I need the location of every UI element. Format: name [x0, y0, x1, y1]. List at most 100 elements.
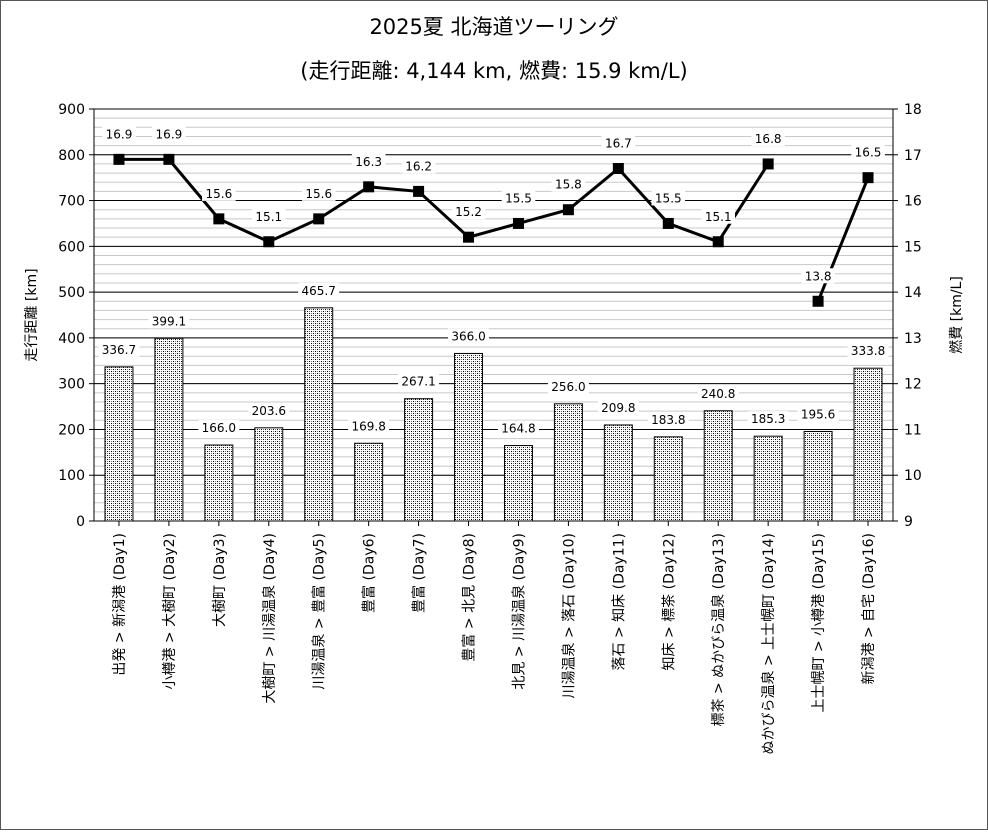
- bar-value-label: 209.8: [601, 401, 635, 415]
- chart-title: 2025夏 北海道ツーリング: [369, 15, 618, 39]
- left-tick-label: 300: [58, 377, 85, 393]
- x-category-label: 新潟港 > 自宅 (Day16): [861, 533, 877, 684]
- bar-value-label: 183.8: [651, 413, 685, 427]
- line-label-background: [501, 190, 536, 206]
- distance-bar: [703, 410, 733, 522]
- fuel-economy-marker: [163, 153, 175, 165]
- right-tick-label: 10: [904, 468, 922, 484]
- line-label-background: [251, 208, 286, 224]
- bar-value-label: 336.7: [102, 343, 136, 357]
- bar-value-label: 399.1: [152, 314, 186, 328]
- fuel-economy-marker: [463, 231, 475, 243]
- fuel-economy-value-label: 15.1: [705, 210, 732, 224]
- fuel-economy-value-label: 16.5: [855, 146, 882, 160]
- fuel-economy-value-label: 15.5: [505, 191, 532, 205]
- bar-label-background: [398, 373, 440, 389]
- bar-label-background: [198, 420, 240, 436]
- bar-label-background: [547, 378, 589, 394]
- bar-label-background: [747, 411, 789, 427]
- left-tick-label: 0: [76, 514, 85, 530]
- line-label-background: [152, 126, 186, 142]
- fuel-economy-marker: [862, 172, 874, 184]
- x-category-label: 豊富 > 北見 (Day8): [461, 533, 478, 662]
- x-category-label: 豊富 (Day6): [361, 533, 378, 613]
- x-category-label: 小樽港 > 大樹町 (Day2): [161, 533, 178, 690]
- bar-label-background: [497, 420, 539, 436]
- left-axis-label: 走行距離 [km]: [23, 268, 40, 361]
- x-category-label: 上士幌町 > 小樽港 (Day15): [810, 533, 827, 712]
- bar-value-label: 195.6: [801, 407, 835, 421]
- distance-bar: [454, 352, 484, 522]
- distance-bar: [803, 430, 833, 522]
- plot-border: [93, 108, 894, 522]
- right-tick-label: 9: [904, 514, 913, 530]
- right-tick-label: 12: [904, 377, 922, 393]
- fuel-economy-marker: [263, 236, 275, 248]
- bar-label-background: [298, 282, 340, 298]
- fuel-economy-value-label: 16.2: [405, 159, 432, 173]
- fuel-economy-line: [113, 153, 874, 307]
- line-label-background: [751, 130, 785, 146]
- fuel-economy-line-segment: [118, 157, 770, 244]
- left-tick-label: 500: [58, 285, 85, 301]
- fuel-economy-value-label: 16.3: [355, 155, 382, 169]
- fuel-economy-marker: [512, 217, 524, 229]
- fuel-economy-labels: 16.9 16.9 15.6 15.1 15.6 16.3 16.2 15.2 15.5 15.8…: [102, 126, 885, 284]
- line-label-background: [102, 126, 136, 142]
- fuel-economy-value-label: 15.6: [205, 187, 232, 201]
- x-category-label: 知床 > 標茶 (Day12): [660, 533, 677, 670]
- right-tick-label: 17: [904, 148, 922, 164]
- fuel-economy-value-label: 15.2: [455, 205, 482, 219]
- fuel-economy-value-label: 15.6: [305, 187, 332, 201]
- x-axis-ticks: 出発 > 新潟港 (Day1) 小樽港 > 大樹町 (Day2) 大樹町 (Day3…: [112, 521, 877, 754]
- right-tick-label: 14: [904, 285, 922, 301]
- bar-label-background: [697, 385, 739, 401]
- fuel-economy-value-label: 16.9: [156, 127, 183, 141]
- distance-bar: [104, 366, 134, 522]
- fuel-economy-marker: [213, 213, 225, 225]
- distance-bar: [753, 435, 783, 522]
- distance-bars: [104, 307, 883, 522]
- chart-subtitle: (走行距離: 4,144 km, 燃費: 15.9 km/L): [300, 59, 687, 83]
- left-tick-label: 600: [58, 239, 85, 255]
- bar-value-label: 256.0: [551, 380, 585, 394]
- left-tick-label: 800: [58, 148, 85, 164]
- x-category-label: 川湯温泉 > 豊富 (Day5): [311, 533, 328, 690]
- distance-bar: [354, 442, 384, 522]
- left-tick-label: 900: [58, 102, 85, 118]
- fuel-economy-value-label: 15.1: [255, 210, 282, 224]
- fuel-economy-value-label: 15.8: [555, 178, 582, 192]
- x-category-label: 大樹町 > 川湯温泉 (Day4): [261, 533, 278, 704]
- bar-value-label: 267.1: [401, 375, 435, 389]
- line-label-background: [701, 208, 736, 224]
- bar-value-label: 166.0: [202, 421, 236, 435]
- line-label-background: [801, 268, 835, 284]
- fuel-economy-value-label: 16.8: [755, 132, 782, 146]
- bar-value-label: 203.6: [252, 404, 286, 418]
- bar-label-background: [248, 402, 290, 418]
- distance-bar: [204, 444, 234, 522]
- distance-bar: [853, 367, 883, 522]
- x-category-label: 標茶 > ぬかびら温泉 (Day13): [710, 533, 727, 726]
- fuel-economy-marker: [812, 295, 824, 307]
- x-category-label: ぬかびら温泉 > 上士幌町 (Day14): [760, 533, 777, 754]
- bar-value-label: 333.8: [851, 344, 885, 358]
- line-label-background: [202, 185, 236, 201]
- x-category-label: 落石 > 知床 (Day11): [610, 533, 627, 670]
- bar-label-background: [448, 328, 490, 344]
- bar-label-background: [148, 313, 190, 329]
- fuel-economy-value-label: 16.7: [605, 137, 632, 151]
- left-axis-ticks: 0 100 200 300 400 500 600 700 800 900: [58, 102, 94, 530]
- bar-value-label: 465.7: [302, 284, 336, 298]
- fuel-economy-marker: [662, 217, 674, 229]
- bar-value-label: 169.8: [351, 419, 385, 433]
- line-label-background: [551, 176, 586, 192]
- bar-value-label: 185.3: [751, 412, 785, 426]
- line-label-background: [601, 135, 636, 151]
- line-label-background: [351, 153, 386, 169]
- left-tick-label: 700: [58, 194, 85, 210]
- bar-label-background: [597, 399, 639, 415]
- bar-label-background: [348, 418, 390, 434]
- distance-bar: [653, 436, 683, 522]
